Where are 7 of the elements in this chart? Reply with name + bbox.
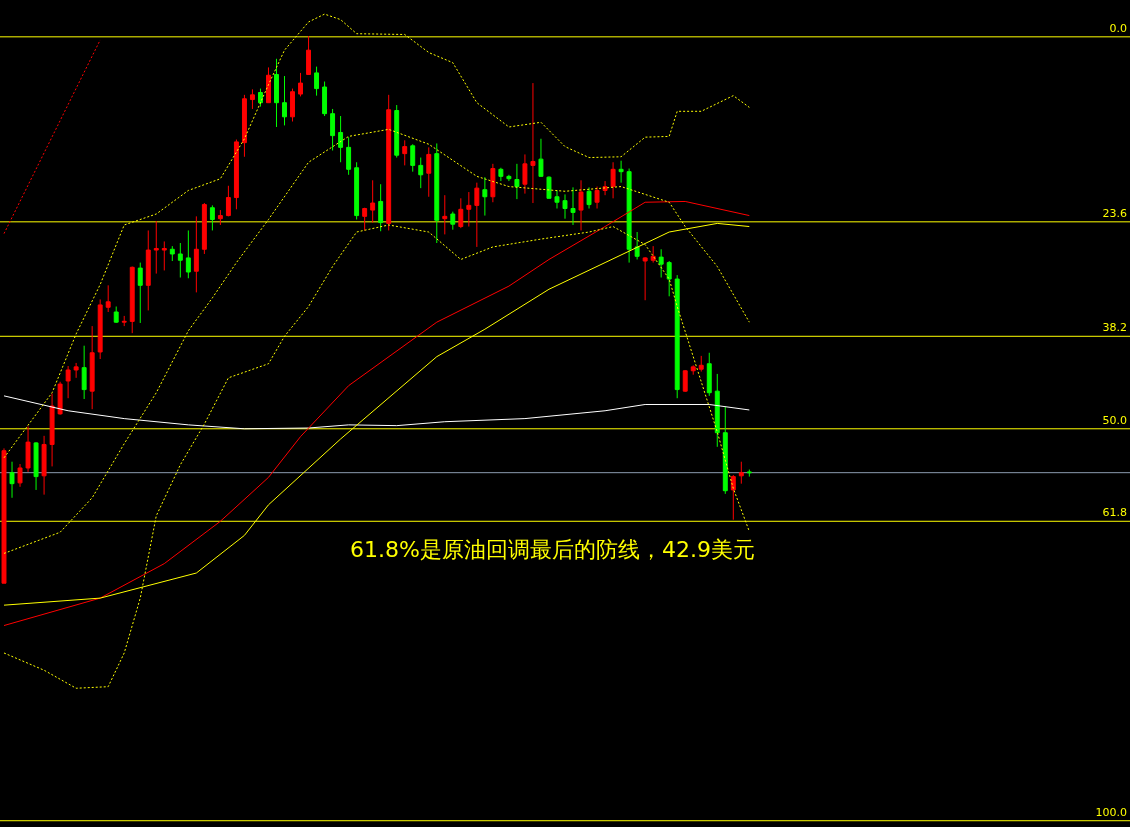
- y-tick-label: 100.0: [1095, 805, 1127, 819]
- y-tick-label: 23.6: [1102, 206, 1127, 220]
- y-tick-label: 61.8: [1102, 506, 1127, 520]
- y-tick-label: 0.0: [1109, 21, 1127, 35]
- annotation: 61.8%是原油回调最后的防线，42.9美元: [350, 537, 755, 562]
- y-tick-label: 38.2: [1102, 321, 1127, 335]
- y-tick-label: 50.0: [1102, 413, 1127, 427]
